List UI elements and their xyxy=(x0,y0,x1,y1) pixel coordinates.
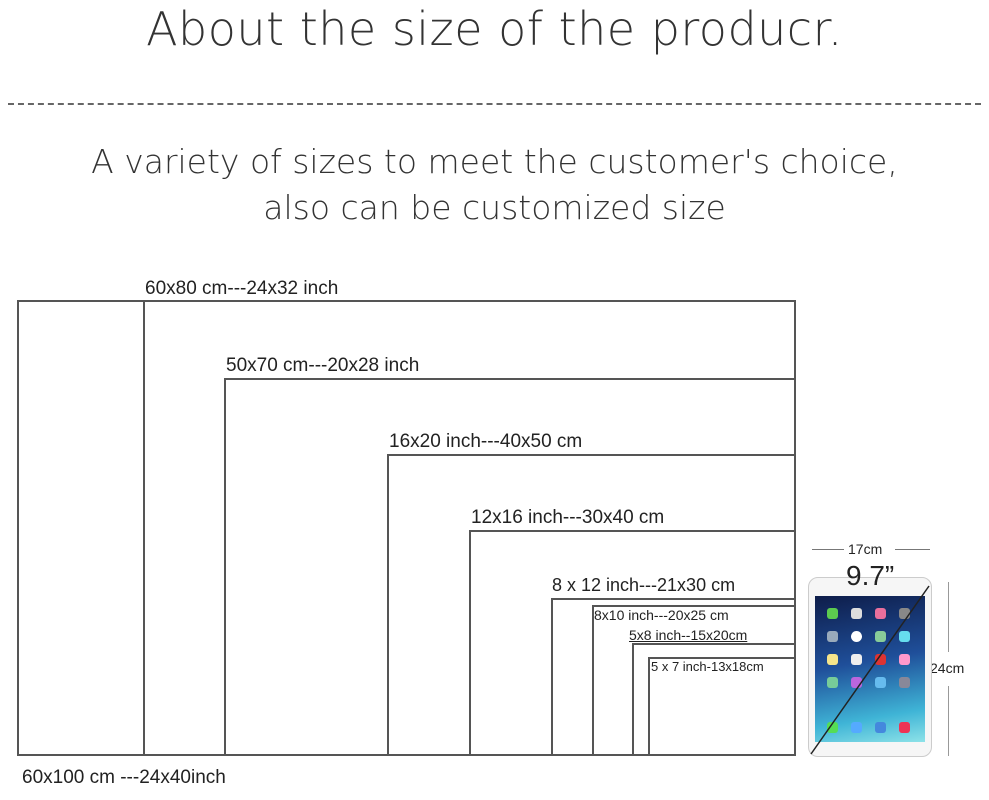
app-icon xyxy=(875,677,886,688)
app-icon xyxy=(827,608,838,619)
size-label-60x80: 60x80 cm---24x32 inch xyxy=(145,278,339,299)
page-title: About the size of the producr. xyxy=(146,2,843,56)
size-label-8x12: 8 x 12 inch---21x30 cm xyxy=(552,575,736,595)
size-box-5x7 xyxy=(648,657,796,756)
tablet-icon xyxy=(808,577,932,757)
app-icon xyxy=(827,631,838,642)
size-label-5x8: 5x8 inch--15x20cm xyxy=(629,627,748,643)
height-dimension-line xyxy=(948,582,949,652)
dock-icon xyxy=(851,722,862,733)
width-label: 17cm xyxy=(848,541,883,557)
app-icon xyxy=(827,677,838,688)
dock-icon xyxy=(827,722,838,733)
size-label-12x16: 12x16 inch---30x40 cm xyxy=(471,507,665,528)
divider xyxy=(8,103,981,105)
width-dimension-line xyxy=(895,549,930,550)
app-icon xyxy=(899,677,910,688)
app-icon xyxy=(875,608,886,619)
size-label-5x7: 5 x 7 inch-13x18cm xyxy=(651,659,764,674)
size-label-16x20: 16x20 inch---40x50 cm xyxy=(389,431,583,452)
app-icon xyxy=(851,654,862,665)
app-icon xyxy=(899,631,910,642)
subtitle-line-1: A variety of sizes to meet the customer'… xyxy=(91,142,898,181)
app-icon xyxy=(899,608,910,619)
dock-icon xyxy=(899,722,910,733)
diagonal-label: 9.7” xyxy=(846,560,895,591)
dock-icon xyxy=(875,722,886,733)
app-icon xyxy=(851,608,862,619)
size-label-60x100: 60x100 cm ---24x40inch xyxy=(22,767,226,788)
app-icon xyxy=(851,677,862,688)
height-label: 24cm xyxy=(930,660,965,676)
size-label-8x10: 8x10 inch---20x25 cm xyxy=(594,607,729,623)
size-label-50x70: 50x70 cm---20x28 inch xyxy=(226,355,420,376)
app-icon xyxy=(899,654,910,665)
diagonal-line xyxy=(810,585,930,755)
app-icon xyxy=(875,631,886,642)
height-dimension-line xyxy=(948,686,949,756)
app-icon xyxy=(875,654,886,665)
subtitle-line-2: also can be customized size xyxy=(263,188,726,227)
app-icon xyxy=(851,631,862,642)
app-icon xyxy=(827,654,838,665)
width-dimension-line xyxy=(812,549,844,550)
